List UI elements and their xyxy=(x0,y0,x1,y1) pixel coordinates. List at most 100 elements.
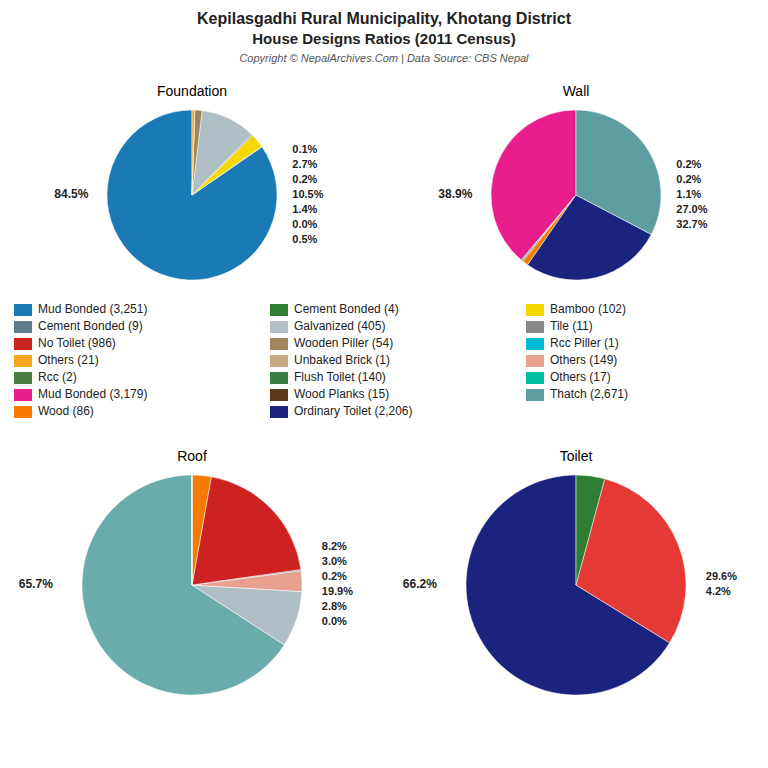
legend: Mud Bonded (3,251) Cement Bonded (4) Bambo… xyxy=(14,302,628,418)
legend-swatch xyxy=(526,321,544,333)
data-label: 8.2% xyxy=(322,540,347,552)
legend-label: Tile (11) xyxy=(550,319,593,333)
pie-slice xyxy=(192,475,193,585)
data-label: 0.2% xyxy=(322,570,347,582)
legend-entry: Flush Toilet (140) xyxy=(270,370,386,384)
data-label: 32.7% xyxy=(676,218,707,230)
legend-label: Cement Bonded (4) xyxy=(294,302,399,316)
pie-chart: Roof 65.7% 8.2% 3.0% 0.2% 19.9% 2.8% 0.0% xyxy=(19,448,353,695)
legend-swatch xyxy=(270,321,288,333)
chart-title: Toilet xyxy=(560,448,593,464)
data-label: 2.7% xyxy=(292,158,317,170)
data-label: 0.5% xyxy=(292,233,317,245)
legend-label: Flush Toilet (140) xyxy=(294,370,386,384)
legend-entry: Wooden Piller (54) xyxy=(270,336,393,350)
legend-entry: Unbaked Brick (1) xyxy=(270,353,390,367)
legend-label: Wood (86) xyxy=(38,404,94,418)
data-label: 1.4% xyxy=(292,203,317,215)
pie-slice xyxy=(192,111,252,195)
legend-label: Bamboo (102) xyxy=(550,302,626,316)
legend-label: Others (21) xyxy=(38,353,99,367)
legend-label: No Toilet (986) xyxy=(38,336,116,350)
slices xyxy=(466,475,686,695)
legend-entry: Ordinary Toilet (2,206) xyxy=(270,404,413,418)
slices xyxy=(82,475,302,695)
data-label: 19.9% xyxy=(322,585,353,597)
legend-entry: Others (149) xyxy=(526,353,617,367)
legend-swatch xyxy=(270,389,288,401)
legend-label: Rcc Piller (1) xyxy=(550,336,619,350)
data-label: 4.2% xyxy=(706,585,731,597)
legend-label: Mud Bonded (3,251) xyxy=(38,302,147,316)
legend-swatch xyxy=(526,355,544,367)
legend-entry: Others (17) xyxy=(526,370,611,384)
data-label: 0.0% xyxy=(322,615,347,627)
legend-entry: Mud Bonded (3,251) xyxy=(14,302,147,316)
legend-label: Wooden Piller (54) xyxy=(294,336,393,350)
pie-chart: Wall38.9%0.2%0.2%1.1%27.0%32.7% xyxy=(438,83,707,280)
figure: Kepilasgadhi Rural Municipality, Khotang… xyxy=(0,0,768,768)
pie-slice xyxy=(192,110,195,195)
legend-label: Wood Planks (15) xyxy=(294,387,389,401)
chart-title: Foundation xyxy=(157,83,227,99)
data-label: 0.2% xyxy=(676,158,701,170)
legend-label: Unbaked Brick (1) xyxy=(294,353,390,367)
legend-label: Thatch (2,671) xyxy=(550,387,628,401)
legend-swatch xyxy=(270,355,288,367)
data-label: 27.0% xyxy=(676,203,707,215)
pie-chart: Foundation 84.5% 0.1% 2.7% 0.2% 10.5% 1.4% 0.0%… xyxy=(54,83,323,280)
legend-swatch xyxy=(526,389,544,401)
pie-slice xyxy=(107,110,277,280)
legend-entry: Wood (86) xyxy=(14,404,94,418)
legend-entry: Others (21) xyxy=(14,353,99,367)
pie-slice xyxy=(192,475,211,585)
legend-swatch xyxy=(270,372,288,384)
legend-swatch xyxy=(14,321,32,333)
title: Kepilasgadhi Rural Municipality, Khotang… xyxy=(197,10,572,27)
legend-swatch xyxy=(270,338,288,350)
data-label: 65.7% xyxy=(19,577,53,591)
legend-entry: Galvanized (405) xyxy=(270,319,385,333)
legend-entry: Wood Planks (15) xyxy=(270,387,389,401)
legend-swatch xyxy=(526,372,544,384)
subtitle: House Designs Ratios (2011 Census) xyxy=(252,30,515,47)
data-label: 29.6% xyxy=(706,570,737,582)
legend-entry: Thatch (2,671) xyxy=(526,387,628,401)
legend-swatch xyxy=(14,304,32,316)
pie-slice xyxy=(576,110,661,234)
legend-label: Others (149) xyxy=(550,353,617,367)
legend-entry: Mud Bonded (3,179) xyxy=(14,387,147,401)
legend-label: Cement Bonded (9) xyxy=(38,319,143,333)
legend-swatch xyxy=(270,304,288,316)
pie-slice xyxy=(192,110,202,195)
legend-entry: Rcc (2) xyxy=(14,370,77,384)
slices xyxy=(491,110,661,280)
data-label: 2.8% xyxy=(322,600,347,612)
data-label: 0.2% xyxy=(292,173,317,185)
data-label: 1.1% xyxy=(676,188,701,200)
legend-entry: Cement Bonded (9) xyxy=(14,319,143,333)
chart-title: Roof xyxy=(177,448,207,464)
pie-slice xyxy=(192,585,302,645)
legend-swatch xyxy=(270,406,288,418)
legend-swatch xyxy=(14,406,32,418)
legend-entry: No Toilet (986) xyxy=(14,336,116,350)
legend-swatch xyxy=(526,338,544,350)
data-label: 38.9% xyxy=(438,187,472,201)
legend-label: Others (17) xyxy=(550,370,611,384)
data-label: 3.0% xyxy=(322,555,347,567)
data-label: 66.2% xyxy=(403,577,437,591)
data-label: 0.1% xyxy=(292,143,317,155)
legend-swatch xyxy=(526,304,544,316)
pie-slice xyxy=(192,110,195,195)
legend-label: Rcc (2) xyxy=(38,370,77,384)
slices xyxy=(107,110,277,280)
data-label: 0.0% xyxy=(292,218,317,230)
chart-title: Wall xyxy=(563,83,590,99)
pie-slice xyxy=(192,475,193,585)
legend-swatch xyxy=(14,389,32,401)
data-label: 10.5% xyxy=(292,188,323,200)
legend-swatch xyxy=(14,355,32,367)
legend-swatch xyxy=(14,338,32,350)
data-label: 84.5% xyxy=(54,187,88,201)
